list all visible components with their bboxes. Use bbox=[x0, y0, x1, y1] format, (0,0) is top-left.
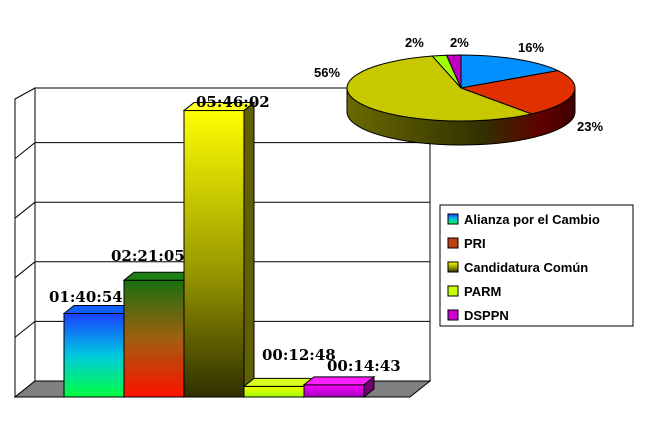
pie-label-2-parm: 2% bbox=[405, 35, 424, 50]
side-wall bbox=[14, 87, 36, 399]
gridline bbox=[14, 321, 36, 338]
bar-pri bbox=[123, 279, 185, 398]
bar-label-parm: 00:12:48 bbox=[262, 346, 336, 364]
legend-swatch-parm bbox=[447, 285, 459, 297]
legend-swatch-pri bbox=[447, 237, 459, 249]
pie-label-56: 56% bbox=[314, 65, 340, 80]
bar-parm bbox=[243, 385, 305, 398]
pie-slice-pri bbox=[459, 70, 576, 115]
legend-item-candidatura: Candidatura Común bbox=[464, 260, 588, 275]
legend-swatch-alianza bbox=[447, 213, 459, 225]
bar-label-pri: 02:21:05 bbox=[111, 247, 185, 265]
legend-item-parm: PARM bbox=[464, 284, 501, 299]
legend-swatch-dsppn bbox=[447, 309, 459, 321]
legend-swatch-candidatura bbox=[447, 261, 459, 273]
pie-chart: 16% 23% 56% 2% 2% bbox=[314, 35, 603, 146]
gridline bbox=[14, 261, 36, 279]
pie-slice-dsppn bbox=[445, 54, 462, 89]
gridline bbox=[14, 142, 36, 159]
bar-alianza bbox=[63, 312, 125, 398]
bar-candidatura bbox=[183, 110, 245, 398]
bar-dsppn bbox=[303, 384, 365, 398]
bar-side-dsppn bbox=[363, 375, 375, 399]
bars bbox=[62, 101, 376, 399]
legend-item-alianza: Alianza por el Cambio bbox=[464, 212, 600, 227]
legend-box bbox=[439, 204, 634, 327]
pie-label-2-dsppn: 2% bbox=[450, 35, 469, 50]
legend-item-pri: PRI bbox=[464, 236, 486, 251]
gridline bbox=[14, 201, 36, 219]
pie-slice-alianza bbox=[460, 54, 560, 89]
bar-label-alianza: 01:40:54 bbox=[49, 288, 123, 306]
legend-item-dsppn: DSPPN bbox=[464, 308, 509, 323]
pie-slice-candidatura bbox=[346, 55, 534, 122]
bar-top-dsppn bbox=[302, 376, 376, 386]
pie-slices bbox=[346, 54, 576, 122]
pie-label-23: 23% bbox=[577, 119, 603, 134]
legend: Alianza por el Cambio PRI Candidatura Co… bbox=[439, 204, 634, 327]
pie-label-16: 16% bbox=[518, 40, 544, 55]
bar-label-dsppn: 00:14:43 bbox=[327, 357, 401, 375]
bar-label-candidatura: 05:46:02 bbox=[196, 93, 270, 111]
bar-side-candidatura bbox=[243, 101, 255, 399]
